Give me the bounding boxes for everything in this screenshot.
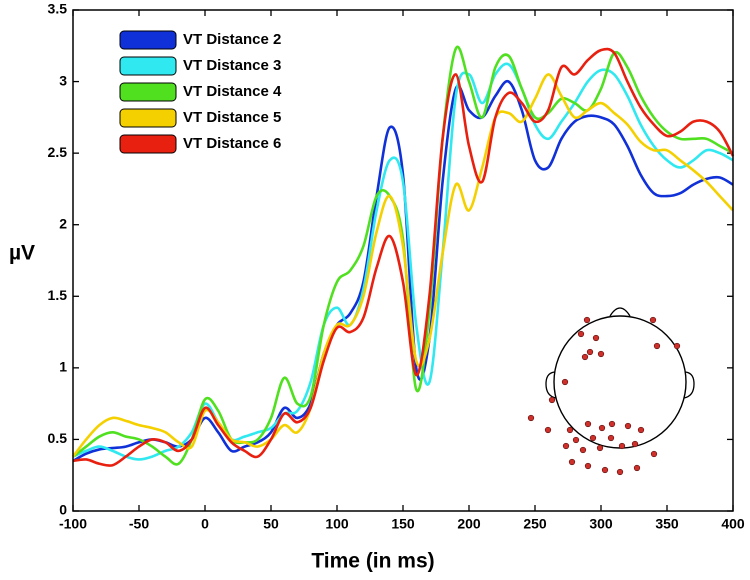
- y-tick-label: 3: [59, 72, 67, 88]
- y-tick-label: 0.5: [48, 430, 68, 446]
- y-tick-label: 1: [59, 359, 67, 375]
- x-tick-label: 300: [589, 516, 613, 532]
- x-tick-label: -50: [129, 516, 149, 532]
- legend-swatch: [119, 56, 177, 76]
- y-tick-label: 1.5: [48, 287, 68, 303]
- x-tick-label: 200: [457, 516, 481, 532]
- x-tick-label: 100: [325, 516, 349, 532]
- plot-area: 0 0.5 1 1.5 2 2.5 3 3.5 -100 -50 0 50 100 150 200 250 30…: [48, 1, 745, 532]
- legend-swatch: [119, 30, 177, 50]
- legend-label: VT Distance 4: [183, 83, 282, 100]
- x-tick-label: -100: [59, 516, 87, 532]
- legend-label: VT Distance 2: [183, 31, 281, 48]
- series-line: [72, 62, 734, 461]
- y-tick-label: 0: [59, 502, 67, 518]
- y-tick-label: 2: [59, 215, 67, 231]
- series-line: [72, 47, 735, 467]
- x-tick-label: 350: [655, 516, 679, 532]
- x-tick-label: 250: [523, 516, 547, 532]
- plot-frame: [72, 9, 734, 512]
- legend-swatch: [119, 82, 177, 102]
- x-tick-label: 50: [263, 516, 279, 532]
- y-tick-label: 2.5: [48, 144, 68, 160]
- x-tick-label: 400: [721, 516, 745, 532]
- legend-swatch: [119, 108, 177, 128]
- x-tick-label: 0: [201, 516, 209, 532]
- series-line: [72, 45, 734, 466]
- legend-label: VT Distance 3: [183, 57, 281, 74]
- legend-label: VT Distance 6: [183, 135, 281, 152]
- legend-swatch: [119, 134, 177, 154]
- x-axis-label: Time (in ms): [311, 550, 434, 573]
- legend-label: VT Distance 5: [183, 109, 281, 126]
- x-tick-label: 150: [391, 516, 415, 532]
- electrode-map: [527, 307, 695, 476]
- y-tick-label: 3.5: [48, 1, 68, 17]
- y-axis-label: µV: [9, 242, 35, 265]
